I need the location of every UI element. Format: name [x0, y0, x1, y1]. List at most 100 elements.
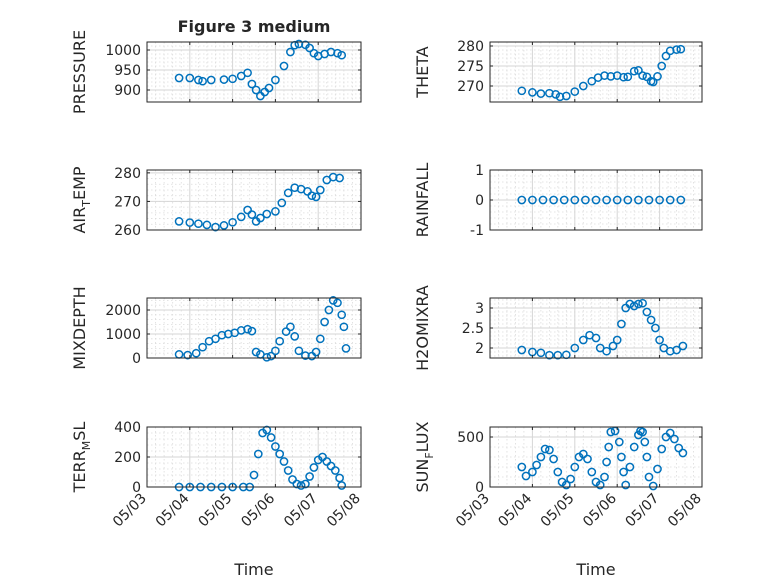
- data-point: [648, 481, 658, 491]
- axes-frame: [146, 169, 362, 231]
- y-tick-label: 280: [457, 39, 484, 55]
- data-point: [228, 74, 237, 84]
- data-point: [202, 220, 212, 230]
- subplot-sun_flux: 0 500 05/03 05/04 05/05 05/06 05/07 05/08 SUNFLU…: [413, 421, 705, 579]
- data-point: [243, 324, 252, 334]
- data-point: [253, 449, 263, 459]
- data-point: [311, 192, 321, 202]
- data-point: [670, 434, 679, 444]
- data-point: [286, 47, 295, 57]
- data-point: [335, 473, 344, 483]
- data-point: [330, 466, 340, 475]
- data-point: [271, 75, 280, 85]
- data-point: [337, 481, 347, 490]
- data-point: [271, 346, 280, 356]
- x-tick-label: 05/06: [580, 490, 620, 530]
- data-point: [296, 481, 306, 490]
- data-point: [279, 61, 289, 71]
- data-point: [561, 91, 571, 101]
- data-point: [305, 472, 314, 481]
- data-point: [672, 45, 681, 54]
- y-tick-label: 280: [114, 166, 141, 182]
- y-tick-label: 950: [114, 63, 141, 79]
- data-point: [638, 298, 647, 308]
- data-point: [528, 195, 537, 205]
- y-tick-label: 200: [114, 450, 141, 466]
- subplot-h2omixra: 2 2.5 3 H2OMIXRA: [413, 285, 703, 371]
- data-point: [570, 462, 580, 472]
- data-point: [661, 51, 671, 61]
- data-point: [251, 85, 261, 95]
- y-tick-label: 0: [132, 351, 141, 367]
- data-point: [290, 332, 300, 341]
- data-point: [629, 301, 639, 311]
- data-point: [320, 317, 329, 327]
- data-point: [642, 307, 652, 317]
- axes-frame: [146, 297, 362, 359]
- data-point: [219, 75, 229, 84]
- data-point: [665, 428, 675, 438]
- data-point: [540, 444, 550, 454]
- y-axis-label: MIXDEPTH: [70, 286, 89, 369]
- data-point: [674, 443, 684, 453]
- data-point: [653, 72, 662, 81]
- data-point: [623, 195, 633, 205]
- data-point: [517, 462, 527, 472]
- data-point: [553, 350, 563, 360]
- data-point: [185, 73, 195, 83]
- data-point: [521, 471, 531, 481]
- data-point: [335, 173, 344, 183]
- data-point: [621, 480, 631, 490]
- data-point: [617, 319, 626, 329]
- y-tick-label: 2: [475, 341, 484, 357]
- data-point: [657, 444, 667, 454]
- data-point: [292, 479, 302, 489]
- data-point: [602, 457, 611, 467]
- data-point: [566, 474, 575, 484]
- data-point: [532, 460, 541, 470]
- y-tick-label: 270: [457, 79, 484, 95]
- data-point: [578, 81, 588, 91]
- y-axis-label: AIRTEMP: [70, 166, 93, 233]
- data-point: [517, 195, 527, 205]
- x-tick-label: 05/05: [538, 491, 578, 531]
- data-point: [315, 185, 325, 195]
- data-point: [608, 341, 618, 351]
- data-point: [604, 442, 614, 452]
- subplot-terr_msl: 0 200 400 05/03 05/04 05/05 05/06 05/07 05/08 TER…: [70, 420, 364, 579]
- data-point: [311, 347, 321, 357]
- y-tick-label: 2000: [105, 303, 141, 319]
- data-point: [591, 333, 601, 343]
- data-point: [266, 433, 276, 442]
- data-point: [194, 219, 203, 229]
- data-point: [644, 195, 654, 205]
- y-tick-label: 1000: [105, 327, 141, 343]
- data-point: [600, 472, 609, 482]
- data-point: [236, 212, 246, 222]
- data-point: [634, 299, 643, 309]
- data-point: [191, 348, 201, 358]
- data-point: [528, 467, 537, 477]
- subplot-air_temp: 260 270 280 AIRTEMP: [70, 166, 362, 239]
- data-point: [337, 50, 347, 60]
- data-point: [644, 472, 654, 482]
- data-point: [570, 87, 580, 96]
- data-point: [561, 480, 571, 490]
- data-point: [614, 437, 624, 447]
- axes-frame: [489, 41, 703, 103]
- data-point: [283, 466, 293, 475]
- data-point: [251, 347, 261, 357]
- x-tick-label: 05/03: [453, 491, 493, 531]
- data-point: [247, 210, 257, 219]
- data-point: [315, 334, 325, 344]
- data-point: [318, 452, 327, 462]
- data-point: [264, 83, 274, 93]
- data-point: [612, 335, 622, 345]
- y-tick-label: 1000: [105, 43, 141, 59]
- data-point: [536, 452, 546, 462]
- x-axis-label: Time: [233, 560, 273, 579]
- data-point: [655, 335, 664, 345]
- data-point: [309, 463, 319, 472]
- data-point: [619, 467, 628, 477]
- data-point: [183, 350, 193, 360]
